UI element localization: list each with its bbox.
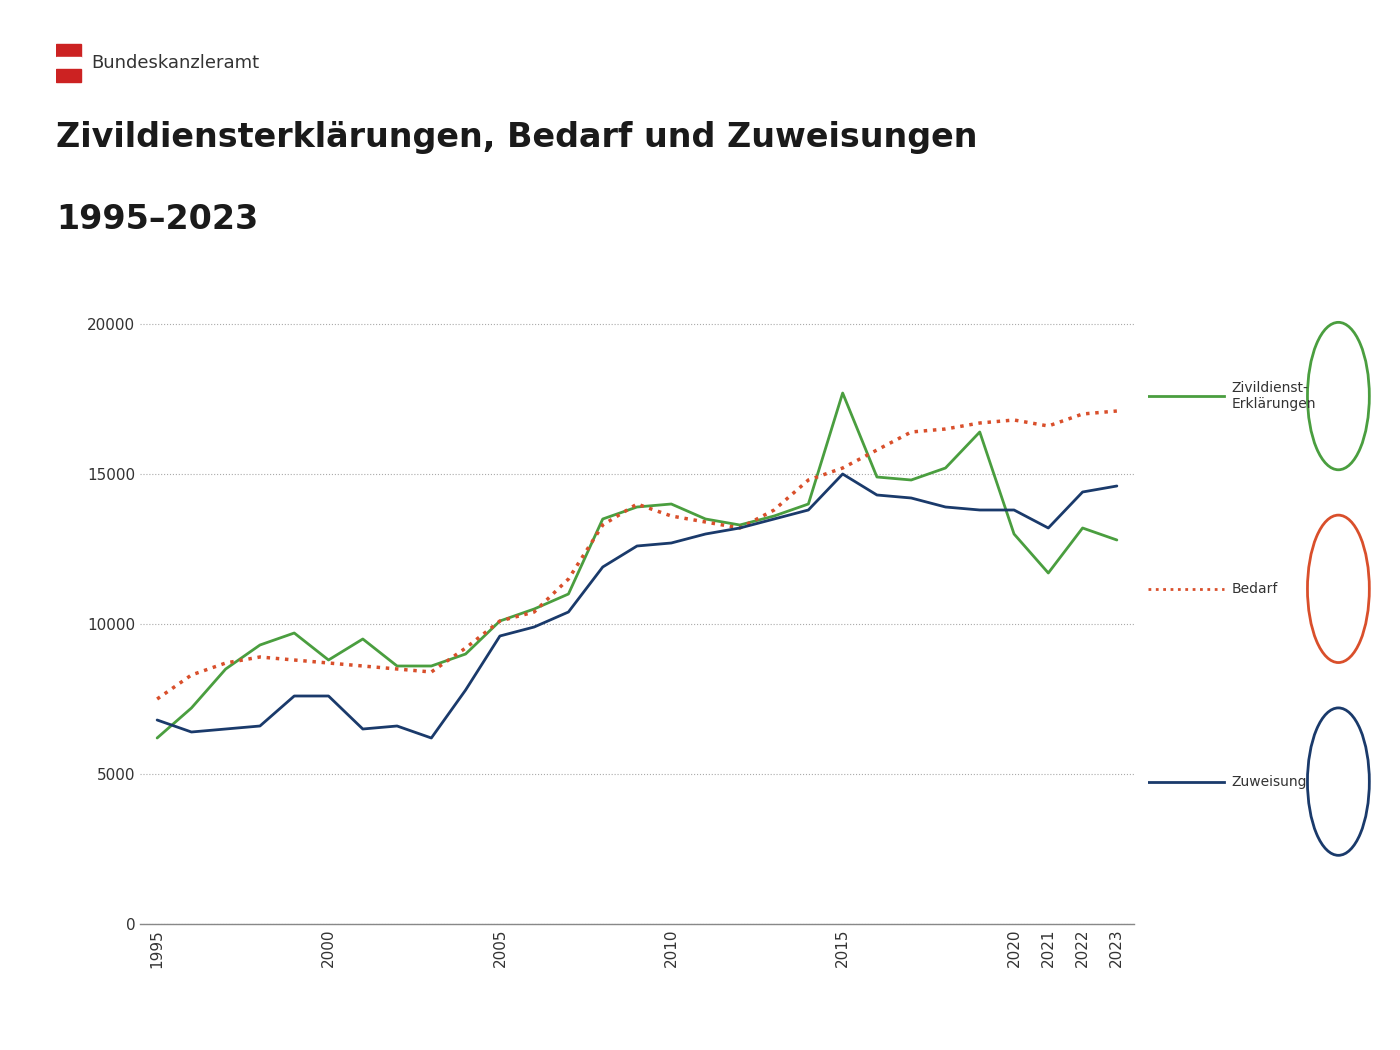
Bar (56, 44, 81, 57)
Bar (56, 69, 81, 82)
Text: 1995–2023: 1995–2023 (56, 203, 258, 236)
Text: Zivildiensterklärungen, Bedarf und Zuweisungen: Zivildiensterklärungen, Bedarf und Zuwei… (56, 121, 977, 154)
Text: Zuweisung: Zuweisung (1232, 775, 1306, 789)
Text: Zivildienst-
Erklärungen: Zivildienst- Erklärungen (1232, 381, 1316, 412)
Text: Bundeskanzleramt: Bundeskanzleramt (91, 54, 259, 72)
Text: Bedarf: Bedarf (1232, 582, 1278, 595)
Bar (56, 57, 81, 69)
